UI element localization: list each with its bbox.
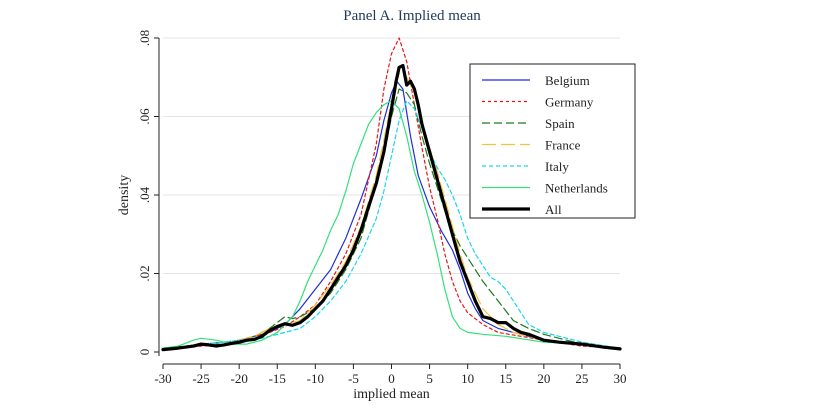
x-tick-label: 5 [426,371,433,386]
x-tick-label: -15 [269,371,286,386]
y-tick-label: .02 [137,265,152,281]
legend-box [469,63,636,219]
chart-title: Panel A. Implied mean [343,8,481,24]
x-tick-label: 0 [388,371,395,386]
y-tick-label: .06 [137,108,152,125]
x-tick-label: 20 [537,371,550,386]
series-line-germany [162,37,621,350]
legend-label: Germany [545,95,594,110]
series-line-all [161,63,622,352]
x-tick-label: 30 [614,371,627,386]
legend-label: Belgium [545,73,590,88]
x-tick-label: -20 [230,371,247,386]
x-tick-label: 10 [461,371,474,386]
legend-label: All [545,202,562,217]
x-tick-label: 25 [575,371,588,386]
x-tick-label: 15 [499,371,512,386]
series-line-netherlands [162,100,621,349]
legend-label: Italy [545,159,569,174]
legend-label: Spain [545,116,575,131]
x-axis-title: implied mean [353,387,430,402]
series-line-italy [162,100,621,350]
x-tick-label: -5 [348,371,359,386]
x-tick-label: -30 [154,371,171,386]
legend-label: France [545,138,581,153]
x-tick-label: -10 [307,371,324,386]
x-tick-label: -25 [192,371,209,386]
y-axis-title: density [117,175,132,215]
y-tick-label: 0 [137,349,152,356]
series-line-france [162,72,621,350]
y-tick-label: .04 [137,186,152,203]
y-tick-label: .08 [137,30,152,46]
legend-label: Netherlands [545,181,608,196]
